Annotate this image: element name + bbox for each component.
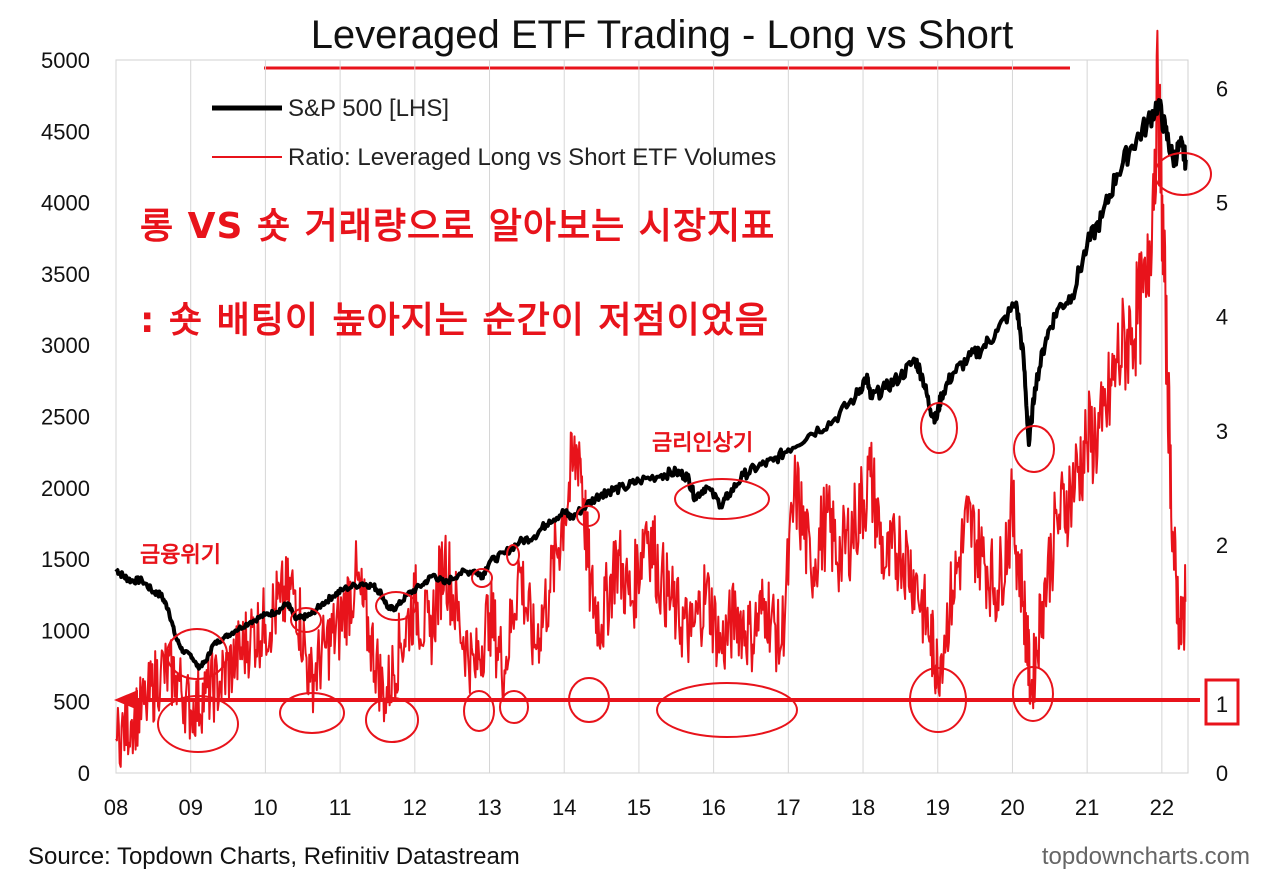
y-right-tick-label: 2 (1216, 533, 1228, 558)
x-tick-label: 20 (1000, 795, 1024, 820)
y-left-tick-label: 2500 (41, 405, 90, 430)
y-right-tick-label: 6 (1216, 77, 1228, 102)
legend-label-sp500: S&P 500 [LHS] (288, 95, 449, 122)
y-left-tick-label: 2000 (41, 476, 90, 501)
headline-annotation-1: 롱 VS 숏 거래량으로 알아보는 시장지표 (140, 206, 775, 247)
tick-layer: 08 09 10 11 12 13 14 15 16 17 18 19 20 21 220500100015… (41, 48, 1228, 820)
x-tick-label: 09 (178, 795, 202, 820)
y-left-tick-label: 500 (53, 690, 90, 715)
rate-hike-label: 금리인상기 (652, 431, 753, 456)
x-tick-label: 10 (253, 795, 277, 820)
circle-ratio-2012 (463, 690, 495, 732)
y-right-tick-label: 5 (1216, 191, 1228, 216)
x-tick-label: 18 (851, 795, 875, 820)
legend-label-ratio: Ratio: Leveraged Long vs Short ETF Volum… (288, 144, 776, 171)
circle-sp500-2019 (920, 402, 958, 454)
circle-ratio-2013 (499, 690, 529, 724)
highlight-circles (157, 152, 1212, 753)
ratio-line (115, 29, 1187, 768)
circle-sp500-2020 (1013, 425, 1055, 473)
ratio-one-box (1204, 678, 1240, 726)
watermark: topdowncharts.com (1042, 843, 1250, 870)
y-left-tick-label: 1500 (41, 547, 90, 572)
circle-sp500-2010 (290, 607, 322, 633)
circle-ratio-2020 (1012, 666, 1054, 722)
x-tick-label: 14 (552, 795, 576, 820)
x-tick-label: 16 (701, 795, 725, 820)
circle-sp500-2012 (471, 568, 493, 588)
y-left-tick-label: 4000 (41, 191, 90, 216)
circle-sp500-2016 (674, 478, 770, 520)
x-tick-label: 15 (627, 795, 651, 820)
y-left-tick-label: 3500 (41, 262, 90, 287)
circle-ratio-2014 (568, 677, 610, 723)
chart-title: Leveraged ETF Trading - Long vs Short (311, 13, 1014, 57)
circle-sp500-2011 (375, 591, 417, 621)
circle-ratio-2011 (365, 697, 419, 743)
circle-ratio-2010 (279, 692, 345, 734)
y-left-tick-label: 3000 (41, 333, 90, 358)
y-left-tick-label: 4500 (41, 119, 90, 144)
x-tick-label: 11 (329, 795, 352, 820)
x-tick-label: 13 (477, 795, 501, 820)
circle-ratio-2016 (656, 682, 798, 738)
circle-sp500-2013 (506, 544, 520, 566)
y-left-tick-label: 0 (78, 761, 90, 786)
ratio-one-box-label: 1 (1216, 692, 1228, 717)
y-left-tick-label: 5000 (41, 48, 90, 73)
crisis-label: 금융위기 (140, 543, 221, 568)
source-note: Source: Topdown Charts, Refinitiv Datast… (28, 843, 520, 870)
y-right-tick-label: 3 (1216, 419, 1228, 444)
y-left-tick-label: 1000 (41, 618, 90, 643)
x-tick-label: 17 (776, 795, 800, 820)
x-tick-label: 08 (104, 795, 128, 820)
circle-sp500-2014 (576, 505, 600, 527)
x-tick-label: 22 (1150, 795, 1174, 820)
x-tick-label: 21 (1075, 795, 1099, 820)
circle-sp500-2022 (1154, 152, 1212, 196)
circle-ratio-2009 (157, 695, 239, 753)
sp500-line (114, 98, 1188, 671)
x-tick-label: 19 (926, 795, 950, 820)
circle-sp500-2009 (166, 628, 228, 680)
y-right-tick-label: 4 (1216, 305, 1228, 330)
ratio-one-arrowhead (114, 690, 138, 710)
x-tick-label: 12 (403, 795, 427, 820)
y-right-tick-label: 0 (1216, 761, 1228, 786)
headline-annotation-2: : 숏 배팅이 높아지는 순간이 저점이었음 (140, 300, 769, 341)
circle-ratio-2019 (909, 667, 967, 733)
